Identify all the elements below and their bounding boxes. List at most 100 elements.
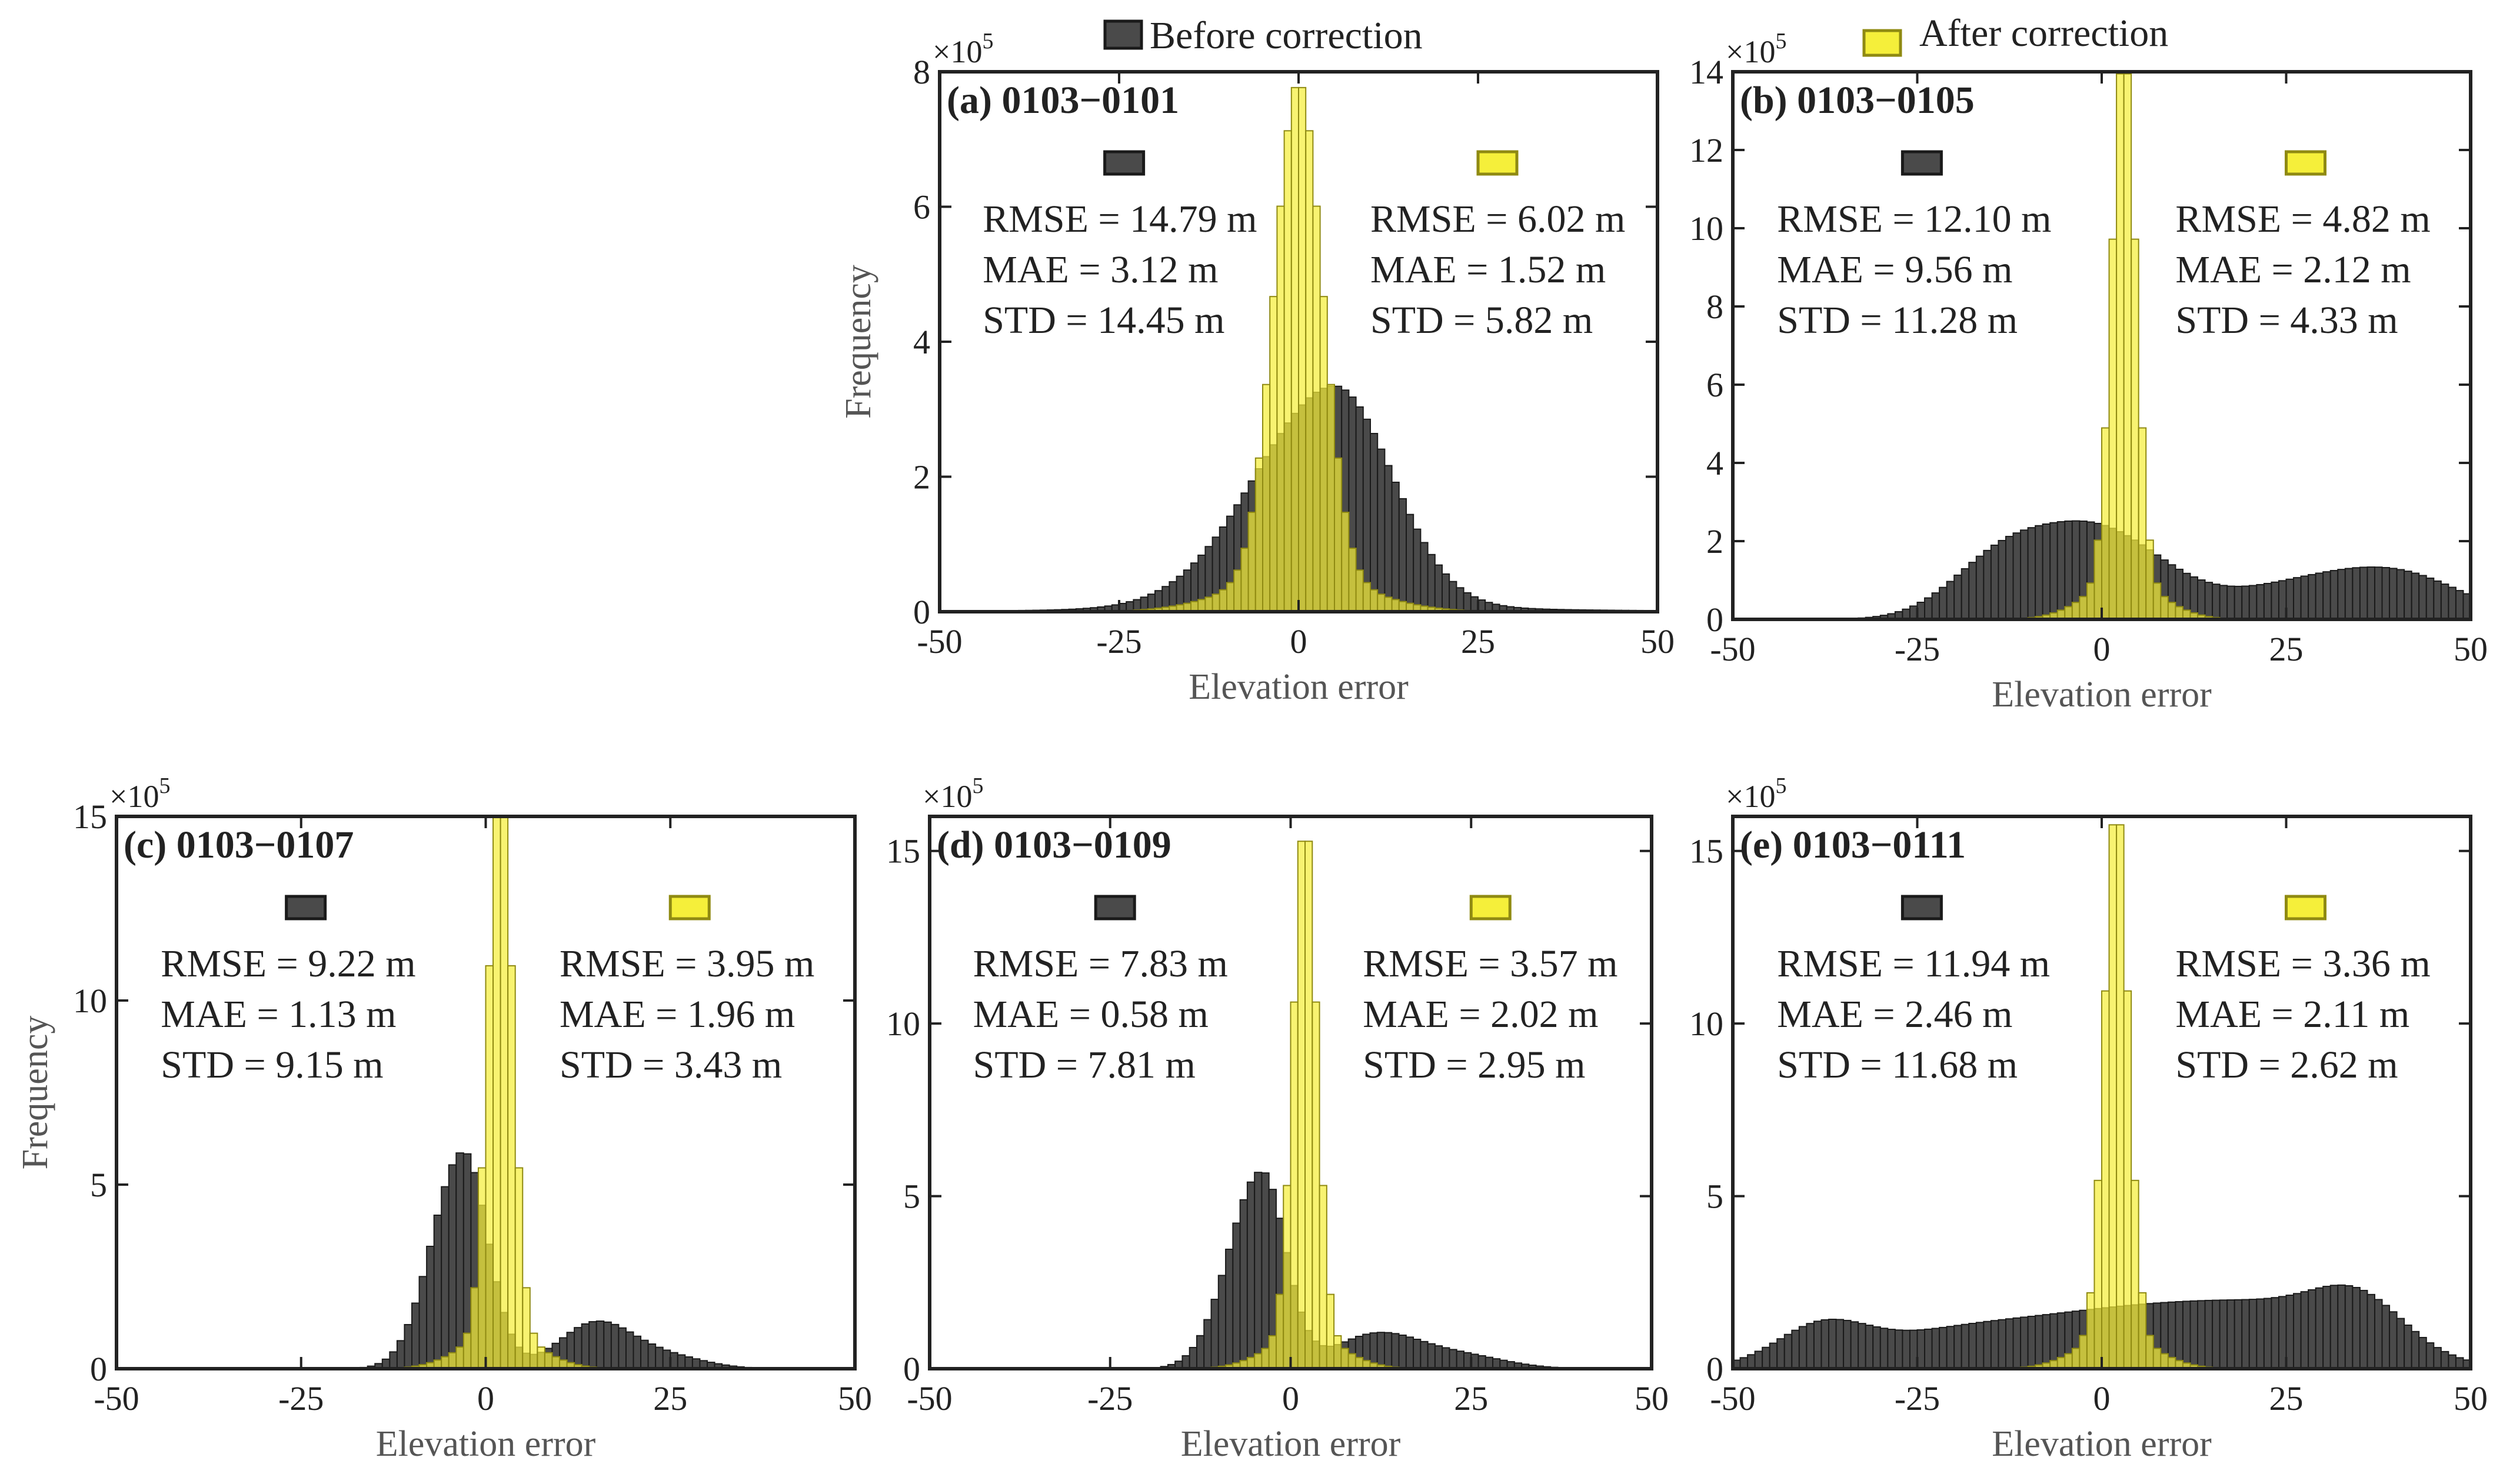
bar-after [507, 965, 516, 1369]
bar-after [1297, 841, 1306, 1369]
before-swatch [1094, 895, 1136, 921]
bar-before [2049, 522, 2058, 619]
bar-before [2433, 1347, 2442, 1369]
bar-after [529, 1332, 538, 1369]
bar-before [2020, 1316, 2029, 1369]
bar-after [522, 1287, 531, 1369]
bar-before [2035, 525, 2043, 619]
bar-after [1326, 1293, 1335, 1369]
bar-after [1247, 511, 1256, 612]
bar-before [404, 1324, 413, 1369]
bar-before [2042, 523, 2051, 619]
bar-before [448, 1164, 457, 1369]
bar-after [1204, 596, 1213, 612]
bar-before [1232, 1222, 1241, 1369]
bar-before [2337, 1284, 2346, 1369]
y-tick-label: 4 [1706, 444, 1723, 482]
stat-before-line: MAE = 2.46 m [1777, 993, 2012, 1036]
bar-after [2086, 1292, 2095, 1369]
y-tick-label: 5 [1706, 1178, 1723, 1216]
x-tick-label: 0 [2093, 1379, 2111, 1418]
bar-before [2322, 571, 2331, 619]
bar-layer [1858, 73, 2471, 619]
bar-after [2123, 990, 2132, 1369]
chart-panel: -50 -25 0 25 50 0 2 4 6 8 10 12 14×105 Elevation erro… [1689, 29, 2488, 715]
x-tick-label: -25 [278, 1379, 324, 1418]
bar-before [2404, 571, 2412, 619]
bar-after [1377, 593, 1386, 612]
bar-after [1348, 548, 1357, 612]
axis-exponent: ×105 [933, 29, 993, 69]
bar-after [2160, 1353, 2169, 1369]
bar-before [1477, 1355, 1486, 1369]
stat-before-line: STD = 11.28 m [1777, 299, 2018, 342]
bar-before [1769, 1342, 1778, 1369]
bar-before [2005, 1318, 2014, 1369]
bar-after [2064, 1353, 2073, 1369]
bar-before [1990, 544, 1999, 619]
bar-before [2035, 1315, 2043, 1369]
bar-before [2389, 1311, 2398, 1369]
bar-before [1427, 553, 1436, 612]
bar-before [1850, 1321, 1859, 1369]
bar-after [1347, 1353, 1356, 1369]
bar-before [1783, 1333, 1793, 1369]
after-swatch [1476, 150, 1519, 176]
bar-before [2381, 566, 2391, 619]
bar-before [2359, 566, 2368, 619]
x-tick-label: 50 [2454, 630, 2488, 668]
exponent-base: ×10 [933, 34, 982, 69]
bar-before [1902, 1329, 1910, 1369]
y-tick-label: 0 [1706, 601, 1723, 639]
bar-before [1449, 581, 1457, 612]
y-tick-label: 5 [90, 1166, 107, 1204]
y-tick-label: 14 [1689, 53, 1723, 91]
bar-before [2315, 572, 2324, 619]
y-tick-label: 0 [1706, 1350, 1723, 1388]
bar-after [1391, 599, 1400, 612]
bar-after [1254, 457, 1264, 612]
bar-before [1858, 1323, 1866, 1369]
bar-before [2433, 580, 2442, 619]
panel-title: (c) 0103−0107 [124, 823, 354, 866]
bar-before [2315, 1287, 2324, 1369]
bar-before [1872, 1326, 1881, 1369]
bar-after [448, 1352, 457, 1369]
bar-before [389, 1351, 398, 1369]
bar-before [2322, 1286, 2331, 1369]
bar-before [2005, 536, 2014, 619]
bar-before [2366, 1293, 2375, 1369]
bar-after [2108, 238, 2118, 619]
stat-before-line: MAE = 1.13 m [161, 993, 396, 1036]
bar-after [514, 1167, 524, 1369]
bar-before [2263, 1298, 2272, 1369]
bar-after [1226, 582, 1235, 612]
bar-before [1806, 1323, 1815, 1369]
y-axis-label: Frequency [838, 265, 878, 419]
bar-before [684, 1356, 693, 1369]
y-tick-label: 10 [1689, 209, 1723, 248]
bar-before [411, 1302, 420, 1369]
bar-before [1398, 498, 1407, 612]
bar-before [677, 1354, 686, 1369]
bar-before [1405, 1336, 1414, 1369]
stat-before-line: STD = 14.45 m [983, 299, 1224, 342]
bar-after [2145, 539, 2154, 619]
stat-after-line: STD = 2.62 m [2175, 1043, 2398, 1086]
axis-exponent: ×105 [109, 773, 170, 814]
bar-after [2101, 990, 2110, 1369]
stat-after-line: RMSE = 3.95 m [560, 942, 814, 985]
bar-after [1283, 1185, 1292, 1369]
bar-before [1196, 1335, 1205, 1369]
bar-before [1813, 1320, 1822, 1369]
y-tick-label: 6 [1706, 366, 1723, 404]
bar-after [1326, 383, 1336, 612]
bar-before [1946, 1326, 1955, 1369]
bar-before [2293, 1293, 2302, 1369]
bar-before [1961, 568, 1970, 619]
figure-legend: Before correction After correction [1103, 12, 2168, 57]
stat-after-line: RMSE = 4.82 m [2175, 198, 2430, 241]
bar-before [441, 1186, 450, 1369]
bar-after [1290, 86, 1300, 612]
